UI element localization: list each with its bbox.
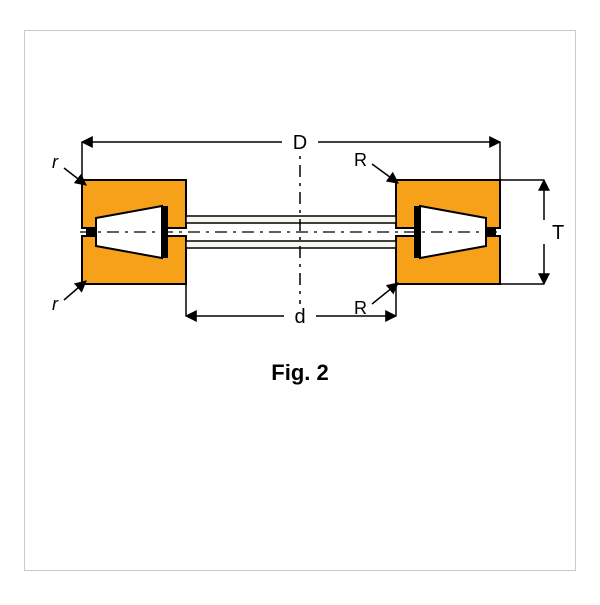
figure-caption: Fig. 2: [0, 360, 600, 386]
leader-r-bot: [64, 281, 86, 300]
label-R-bot: R: [354, 298, 367, 318]
leader-R-top: [372, 164, 398, 183]
dim-d-label: d: [294, 306, 305, 328]
dim-T-label: T: [552, 222, 564, 244]
label-r-bot: r: [52, 294, 59, 314]
label-R-top: R: [354, 150, 367, 170]
bearing-cross-section-figure: Dd Tr r R R: [0, 0, 600, 600]
web-bottom: [186, 241, 396, 248]
leader-R-bot: [372, 283, 398, 304]
label-r-top: r: [52, 152, 59, 172]
web-top: [186, 216, 396, 223]
dim-D-label: D: [293, 132, 307, 154]
